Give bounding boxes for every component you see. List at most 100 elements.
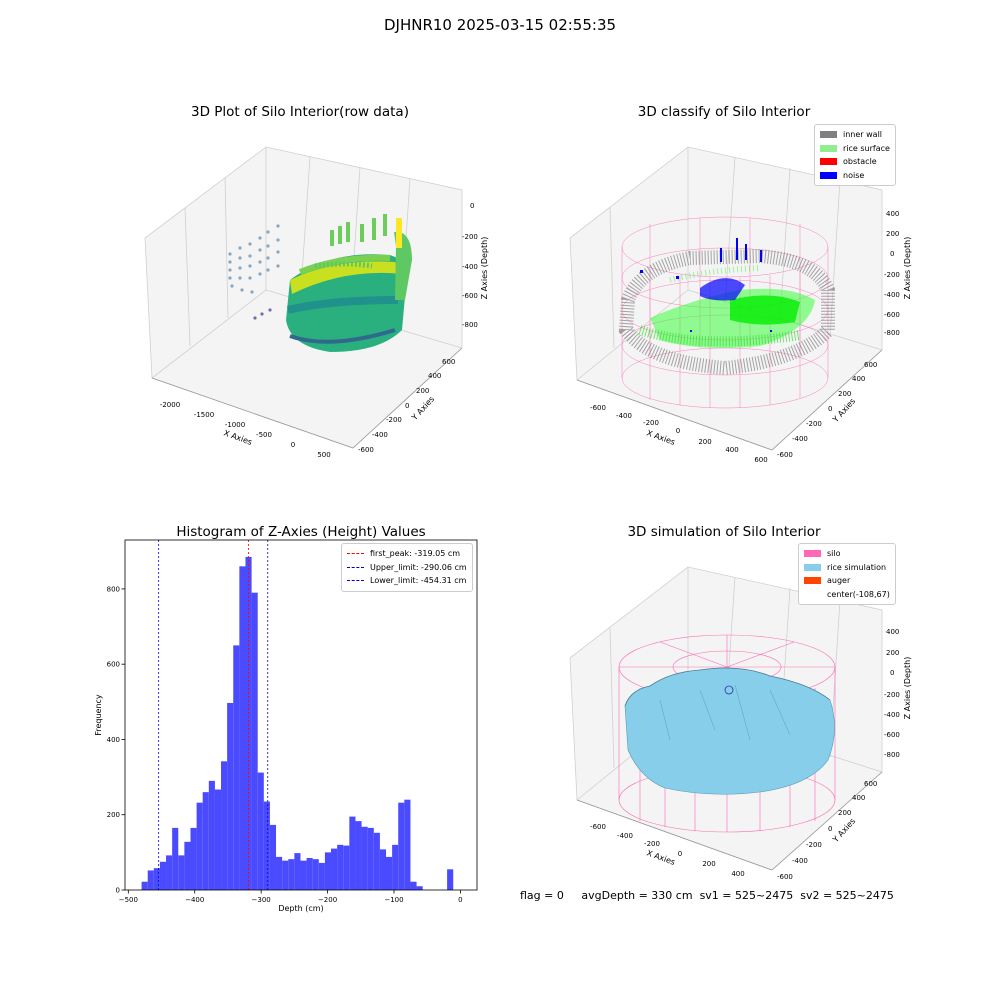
classify-zaxis-label: Z Axies (Depth) bbox=[903, 237, 912, 300]
histogram-bar bbox=[398, 802, 405, 890]
histogram-bar bbox=[343, 845, 350, 890]
svg-text:0: 0 bbox=[828, 825, 832, 833]
histogram-bar bbox=[227, 702, 234, 890]
histogram-bar bbox=[331, 848, 338, 890]
histogram-bar bbox=[147, 870, 154, 890]
svg-text:-1000: -1000 bbox=[225, 421, 245, 429]
histogram-y-tick-label: 600 bbox=[107, 661, 120, 669]
svg-text:0: 0 bbox=[676, 427, 680, 435]
svg-text:-200: -200 bbox=[806, 841, 822, 849]
noise-swatch bbox=[820, 171, 837, 179]
svg-text:-800: -800 bbox=[884, 751, 900, 759]
histogram-y-ticks: 0 200 400 600 800 bbox=[107, 585, 125, 895]
histogram-bar bbox=[214, 789, 222, 890]
svg-text:-400: -400 bbox=[792, 435, 808, 443]
svg-text:-400: -400 bbox=[884, 711, 900, 719]
svg-text:-500: -500 bbox=[256, 431, 272, 439]
sv1-value: sv1 = 525~2475 bbox=[699, 889, 794, 902]
histogram-bar bbox=[404, 799, 411, 890]
histogram-bar bbox=[208, 780, 215, 890]
histogram-x-tick-label: −100 bbox=[384, 896, 403, 904]
figure-title: DJHNR10 2025-03-15 02:55:35 bbox=[383, 16, 617, 34]
legend-entry-lower-limit: Lower_limit: -454.31 cm bbox=[347, 574, 467, 588]
histogram-y-tick-label: 800 bbox=[107, 585, 120, 593]
sv2-value: sv2 = 525~2475 bbox=[800, 889, 894, 902]
raw-wall-points bbox=[228, 224, 280, 320]
histogram-bar bbox=[190, 827, 197, 890]
classify-plot-title: 3D classify of Silo Interior bbox=[637, 104, 811, 120]
histogram-bar bbox=[312, 859, 319, 890]
histogram-bar bbox=[245, 556, 252, 890]
classify-inner-wall-points bbox=[618, 248, 835, 376]
histogram-bar bbox=[221, 761, 228, 890]
legend-entry-rice-simulation: rice simulation bbox=[804, 561, 890, 575]
histogram-bar bbox=[373, 832, 380, 890]
raw-surface-points bbox=[286, 214, 412, 352]
raw-zaxis-label: Z Axies (Depth) bbox=[480, 237, 489, 300]
legend-entry-center: center(-108,67) bbox=[827, 589, 890, 599]
svg-text:-400: -400 bbox=[616, 412, 632, 420]
histogram-bar bbox=[172, 827, 179, 890]
svg-text:0: 0 bbox=[890, 250, 894, 258]
svg-text:200: 200 bbox=[886, 649, 899, 657]
svg-text:0: 0 bbox=[470, 202, 474, 210]
svg-text:0: 0 bbox=[405, 402, 409, 410]
histogram-bar bbox=[349, 816, 356, 890]
classify-noise-points bbox=[640, 238, 772, 332]
histogram-bar bbox=[166, 855, 173, 890]
auger-swatch bbox=[804, 577, 821, 585]
histogram-y-tick-label: 200 bbox=[107, 811, 120, 819]
svg-text:200: 200 bbox=[702, 860, 715, 868]
histogram-legend: first_peak: -319.05 cm Upper_limit: -290… bbox=[341, 543, 473, 592]
histogram-bar bbox=[263, 801, 270, 890]
svg-text:200: 200 bbox=[416, 387, 429, 395]
simulation-zaxis-ticks: 400 200 0 -200 -400 -600 -800 bbox=[884, 628, 900, 759]
simulation-zaxis-label: Z Axies (Depth) bbox=[903, 657, 912, 720]
raw-3d-plot: 0 -200 -400 -600 -800 Z Axies (Depth) -2… bbox=[144, 146, 489, 459]
histogram-bar bbox=[153, 868, 160, 890]
histogram-bar bbox=[355, 821, 362, 890]
classify-legend: inner wall rice surface obstacle noise bbox=[814, 124, 896, 186]
svg-text:400: 400 bbox=[731, 870, 744, 878]
histogram-bar bbox=[379, 849, 387, 890]
legend-entry-noise: noise bbox=[820, 169, 890, 183]
histogram-bar bbox=[288, 859, 295, 890]
histogram-x-ticks: −500 −400 −300 −200 −100 0 bbox=[119, 890, 463, 904]
svg-text:-200: -200 bbox=[806, 420, 822, 428]
histogram-bar bbox=[184, 841, 191, 890]
rice-simulation-swatch bbox=[804, 563, 821, 571]
svg-text:-600: -600 bbox=[590, 823, 606, 831]
histogram-x-tick-label: 0 bbox=[458, 896, 462, 904]
histogram-bar bbox=[386, 856, 393, 890]
classify-xaxis-ticks: -600 -400 -200 0 200 400 600 bbox=[590, 404, 768, 464]
histogram-bar bbox=[447, 869, 454, 890]
svg-text:0: 0 bbox=[678, 850, 682, 858]
svg-text:-1500: -1500 bbox=[194, 411, 214, 419]
svg-text:0: 0 bbox=[828, 405, 832, 413]
legend-entry-silo: silo bbox=[804, 547, 890, 561]
simulation-plot-title: 3D simulation of Silo Interior bbox=[627, 524, 821, 540]
svg-text:200: 200 bbox=[838, 809, 851, 817]
svg-text:-800: -800 bbox=[884, 329, 900, 337]
histogram-x-tick-label: −300 bbox=[252, 896, 271, 904]
classify-zaxis-ticks: 400 200 0 -200 -400 -600 -800 bbox=[884, 210, 900, 337]
histogram-x-tick-label: −500 bbox=[119, 896, 138, 904]
svg-text:-200: -200 bbox=[884, 271, 900, 279]
classify-rice-surface-points bbox=[638, 265, 815, 348]
svg-text:-200: -200 bbox=[884, 691, 900, 699]
histogram-bar bbox=[233, 645, 240, 890]
histogram-bar bbox=[361, 826, 368, 890]
svg-text:400: 400 bbox=[886, 628, 899, 636]
svg-text:400: 400 bbox=[852, 794, 865, 802]
histogram-bar bbox=[141, 881, 148, 890]
histogram-bar bbox=[300, 860, 307, 890]
svg-text:-600: -600 bbox=[884, 311, 900, 319]
legend-entry-auger: auger bbox=[804, 574, 890, 588]
raw-yaxis-ticks: -600 -400 -200 0 200 400 600 bbox=[358, 358, 455, 454]
svg-text:200: 200 bbox=[886, 230, 899, 238]
histogram-x-tick-label: −400 bbox=[185, 896, 204, 904]
histogram-bars bbox=[141, 556, 454, 890]
histogram-bar bbox=[178, 855, 185, 890]
histogram-bar bbox=[269, 824, 277, 890]
svg-text:-2000: -2000 bbox=[160, 401, 180, 409]
